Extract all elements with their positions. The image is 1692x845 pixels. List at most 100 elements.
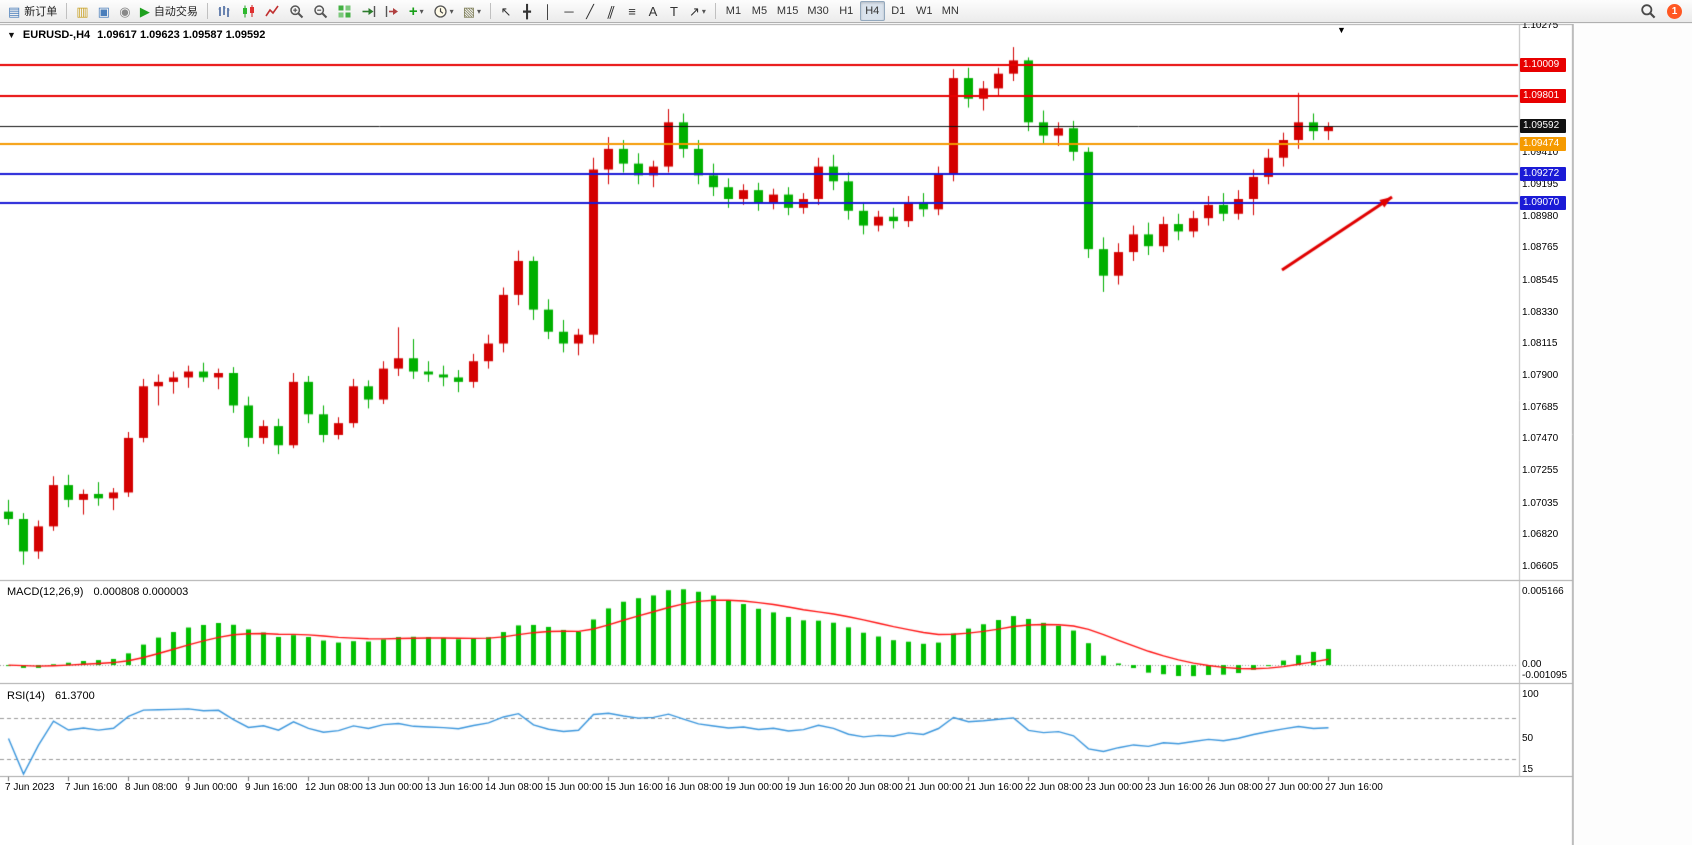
ohlc-readout: 1.09617 1.09623 1.09587 1.09592 (97, 29, 266, 41)
search-button[interactable] (1636, 1, 1660, 21)
price-axis-label: 1.08980 (1522, 211, 1559, 222)
bar-chart-button[interactable] (213, 1, 236, 21)
channel-icon: ∥ (605, 3, 617, 19)
auto-scroll-button[interactable] (357, 1, 380, 21)
timeframe-m30-button[interactable]: M30 (807, 5, 829, 17)
macd-pane-divider[interactable] (0, 579, 1572, 584)
time-axis-label: 19 Jun 16:00 (785, 782, 843, 793)
zoom-out-icon (313, 4, 328, 19)
price-axis-label: 1.06820 (1522, 529, 1559, 540)
time-axis-label: 7 Jun 16:00 (65, 782, 118, 793)
chart-symbol-header: ▼ EURUSD-,H4 1.09617 1.09623 1.09587 1.0… (7, 29, 265, 41)
one-click-panel-toggle-icon[interactable]: ▼ (7, 30, 16, 40)
candlestick-chart-button[interactable] (237, 1, 260, 21)
refresh-icon: ◉ (119, 3, 131, 19)
toolbar-separator (66, 3, 68, 19)
chart-shift-button[interactable] (381, 1, 404, 21)
periods-button[interactable]: ▾ (429, 1, 458, 21)
macd-axis-label: 0.005166 (1522, 586, 1564, 597)
channel-button[interactable]: ∥ (601, 1, 621, 21)
text-icon: A (648, 3, 658, 19)
main-toolbar: ▤ 新订单 ▥ ▣ ◉ ▶ 自动交易 + ▾ ▾ ▧ ▾ ↖ ╋ │ ─ ╱ ∥ ≡ A T ↗ ▾ M1 M5 M15 M30 H1… (0, 0, 1692, 23)
new-order-button[interactable]: ▤ 新订单 (4, 1, 61, 21)
symbol-timeframe-title: EURUSD-,H4 (22, 29, 91, 41)
time-axis-label: 20 Jun 08:00 (845, 782, 903, 793)
price-axis-label: 1.08765 (1522, 242, 1559, 253)
timeframe-h1-button[interactable]: H1 (839, 5, 854, 17)
time-axis-label: 21 Jun 00:00 (905, 782, 963, 793)
vertical-line-icon: │ (543, 3, 553, 19)
indicators-button[interactable]: + ▾ (405, 1, 428, 21)
trendline-button[interactable]: ╱ (580, 1, 600, 21)
price-axis-label: 1.10275 (1522, 20, 1559, 31)
trendline-icon: ╱ (586, 3, 594, 19)
fibonacci-icon: ≡ (628, 3, 636, 19)
bar-chart-icon (217, 4, 232, 19)
arrow-tool-icon: ↗ (689, 3, 700, 19)
timeframe-m15-button[interactable]: M15 (776, 5, 799, 17)
new-chart-button[interactable]: ▥ (72, 1, 92, 21)
time-axis-label: 14 Jun 08:00 (485, 782, 543, 793)
tile-windows-icon (337, 4, 352, 19)
level-price-tag: 1.09070 (1520, 196, 1566, 210)
time-axis-label: 15 Jun 16:00 (605, 782, 663, 793)
timeframe-h4-button[interactable]: H4 (859, 1, 885, 21)
crosshair-icon: ╋ (523, 3, 531, 19)
templates-button[interactable]: ▧ ▾ (459, 1, 485, 21)
search-icon (1640, 3, 1656, 19)
timeframe-m1-button[interactable]: M1 (725, 5, 742, 17)
time-axis-label: 13 Jun 16:00 (425, 782, 483, 793)
text-button[interactable]: A (643, 1, 663, 21)
dropdown-caret-icon: ▾ (419, 6, 424, 16)
tile-windows-button[interactable] (333, 1, 356, 21)
timeframe-w1-button[interactable]: W1 (915, 5, 933, 17)
zoom-out-button[interactable] (309, 1, 332, 21)
fibonacci-button[interactable]: ≡ (622, 1, 642, 21)
autotrading-button[interactable]: ▶ 自动交易 (136, 1, 202, 21)
macd-values: 0.000808 0.000003 (93, 586, 189, 598)
timeframe-m5-button[interactable]: M5 (751, 5, 768, 17)
zoom-in-icon (289, 4, 304, 19)
line-chart-button[interactable] (261, 1, 284, 21)
toolbar-separator (714, 3, 716, 19)
indicators-icon: + (408, 2, 418, 20)
new-order-button-label: 新订单 (24, 6, 58, 18)
cursor-icon: ↖ (500, 3, 512, 19)
macd-axis-label: 0.00 (1522, 659, 1542, 670)
timeframe-d1-button[interactable]: D1 (891, 5, 906, 17)
level-price-tag: 1.09272 (1520, 167, 1566, 181)
profiles-icon: ▣ (97, 3, 110, 19)
refresh-button[interactable]: ◉ (115, 1, 135, 21)
time-axis-label: 8 Jun 08:00 (125, 782, 178, 793)
rsi-pane-divider[interactable] (0, 682, 1572, 687)
new-chart-icon: ▥ (76, 3, 89, 19)
label-button[interactable]: T (664, 1, 684, 21)
arrow-tool-button[interactable]: ↗ ▾ (685, 1, 710, 21)
notifications-badge[interactable]: 1 (1667, 3, 1682, 19)
auto-scroll-icon (361, 4, 376, 19)
rsi-axis-label: 50 (1522, 733, 1534, 744)
autotrading-icon: ▶ (139, 3, 150, 19)
vertical-line-button[interactable]: │ (538, 1, 558, 21)
chart-shift-marker-icon[interactable]: ▼ (1337, 25, 1346, 35)
zoom-in-button[interactable] (285, 1, 308, 21)
price-axis-label: 1.08330 (1522, 307, 1559, 318)
time-axis-label: 22 Jun 08:00 (1025, 782, 1083, 793)
trend-arrow-object[interactable] (1278, 192, 1398, 276)
horizontal-line-button[interactable]: ─ (559, 1, 579, 21)
timeframe-mn-button[interactable]: MN (941, 5, 959, 17)
crosshair-button[interactable]: ╋ (517, 1, 537, 21)
price-axis-label: 1.08115 (1522, 338, 1558, 349)
periods-icon (433, 4, 448, 19)
macd-axis-label: -0.001095 (1522, 670, 1568, 681)
dropdown-caret-icon: ▾ (701, 6, 706, 16)
rsi-value: 61.3700 (54, 690, 95, 702)
profiles-button[interactable]: ▣ (94, 1, 114, 21)
time-axis-label: 23 Jun 00:00 (1085, 782, 1143, 793)
cursor-button[interactable]: ↖ (496, 1, 516, 21)
time-axis-label: 9 Jun 00:00 (185, 782, 238, 793)
price-axis-label: 1.06605 (1522, 561, 1559, 572)
templates-icon: ▧ (462, 3, 475, 19)
